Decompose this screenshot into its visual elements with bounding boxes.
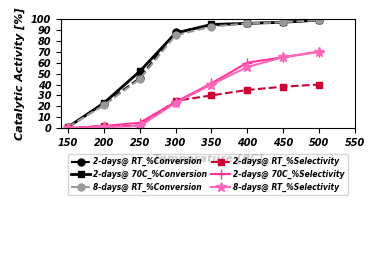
2-days@ RT_%Conversion (245, 22, 250, 25)
8-days@ RT_%Selectivity (209, 83, 214, 86)
2-days@ RT_%Selectivity (101, 124, 106, 128)
2-days@ 70C_%Conversion (245, 22, 250, 25)
2-days@ RT_%Selectivity (281, 85, 285, 88)
8-days@ RT_%Selectivity (66, 126, 70, 130)
2-days@ RT_%Selectivity (66, 126, 70, 130)
2-days@ 70C_%Selectivity (66, 126, 70, 130)
Line: 8-days@ RT_%Selectivity: 8-days@ RT_%Selectivity (63, 47, 324, 133)
8-days@ RT_%Selectivity (245, 65, 250, 69)
2-days@ RT_%Selectivity (245, 88, 250, 92)
Line: 2-days@ RT_%Selectivity: 2-days@ RT_%Selectivity (65, 81, 323, 132)
8-days@ RT_%Selectivity (101, 126, 106, 129)
8-days@ RT_%Conversion (317, 18, 321, 22)
8-days@ RT_%Conversion (245, 22, 250, 25)
2-days@ 70C_%Selectivity (245, 61, 250, 64)
2-days@ 70C_%Conversion (317, 18, 321, 22)
2-days@ RT_%Conversion (209, 24, 214, 27)
2-days@ 70C_%Selectivity (209, 82, 214, 85)
2-days@ RT_%Conversion (173, 30, 178, 34)
8-days@ RT_%Conversion (281, 21, 285, 24)
Y-axis label: Catalytic Activity [%]: Catalytic Activity [%] (15, 7, 25, 140)
2-days@ RT_%Conversion (317, 18, 321, 22)
2-days@ RT_%Selectivity (138, 124, 142, 128)
8-days@ RT_%Conversion (101, 104, 106, 107)
2-days@ RT_%Conversion (101, 102, 106, 106)
2-days@ 70C_%Selectivity (317, 50, 321, 53)
2-days@ 70C_%Selectivity (101, 124, 106, 128)
2-days@ 70C_%Conversion (138, 70, 142, 73)
2-days@ 70C_%Conversion (173, 32, 178, 35)
Legend: 2-days@ RT_%Conversion, 2-days@ 70C_%Conversion, 8-days@ RT_%Conversion, 2-days@: 2-days@ RT_%Conversion, 2-days@ 70C_%Con… (68, 154, 348, 195)
8-days@ RT_%Selectivity (138, 124, 142, 128)
2-days@ 70C_%Conversion (66, 126, 70, 129)
Line: 2-days@ RT_%Conversion: 2-days@ RT_%Conversion (65, 17, 323, 131)
2-days@ 70C_%Selectivity (138, 121, 142, 124)
2-days@ RT_%Selectivity (173, 99, 178, 103)
8-days@ RT_%Conversion (209, 25, 214, 28)
2-days@ 70C_%Selectivity (173, 100, 178, 104)
2-days@ 70C_%Conversion (281, 21, 285, 24)
8-days@ RT_%Conversion (66, 126, 70, 129)
Line: 8-days@ RT_%Conversion: 8-days@ RT_%Conversion (65, 17, 323, 131)
2-days@ RT_%Conversion (138, 76, 142, 80)
2-days@ 70C_%Selectivity (281, 56, 285, 59)
8-days@ RT_%Conversion (138, 77, 142, 81)
X-axis label: Temperature [0C]: Temperature [0C] (153, 153, 263, 164)
2-days@ RT_%Conversion (66, 126, 70, 129)
8-days@ RT_%Conversion (173, 34, 178, 37)
2-days@ RT_%Selectivity (209, 94, 214, 97)
8-days@ RT_%Selectivity (281, 56, 285, 59)
Line: 2-days@ 70C_%Selectivity: 2-days@ 70C_%Selectivity (63, 47, 324, 133)
2-days@ 70C_%Conversion (209, 23, 214, 26)
2-days@ 70C_%Conversion (101, 101, 106, 105)
Line: 2-days@ 70C_%Conversion: 2-days@ 70C_%Conversion (65, 17, 323, 131)
8-days@ RT_%Selectivity (317, 50, 321, 53)
2-days@ RT_%Conversion (281, 21, 285, 24)
8-days@ RT_%Selectivity (173, 101, 178, 105)
2-days@ RT_%Selectivity (317, 83, 321, 86)
